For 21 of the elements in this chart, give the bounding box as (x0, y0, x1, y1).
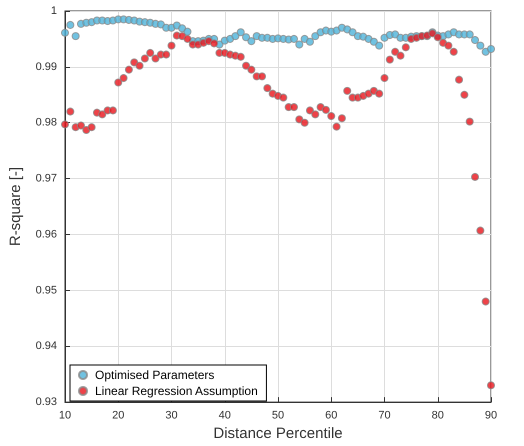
x-tick-label: 50 (272, 410, 284, 422)
x-tick-label: 80 (432, 410, 444, 422)
y-tick-label: 0.98 (36, 116, 57, 129)
y-tick-label: 0.93 (36, 396, 57, 408)
y-tick-label: 0.95 (36, 284, 57, 296)
y-tick-label: 0.94 (36, 340, 57, 352)
y-tick-label: 0.99 (36, 60, 57, 73)
y-tick-label: 0.96 (36, 228, 57, 240)
x-tick-label: 60 (325, 410, 338, 422)
x-tick-label: 70 (378, 410, 391, 422)
x-tick-label: 20 (112, 410, 124, 422)
x-axis-title: Distance Percentile (213, 425, 343, 442)
y-tick-label: 0.97 (36, 172, 57, 185)
legend-label: Optimised Parameters (95, 368, 214, 382)
y-axis-title: R-square [-] (7, 166, 24, 246)
x-tick-label: 10 (58, 410, 72, 422)
legend-label: Linear Regression Assumption (95, 384, 258, 398)
y-tick-label: 1 (50, 5, 57, 17)
x-tick-label: 40 (218, 410, 231, 422)
x-tick-label: 30 (165, 410, 178, 422)
x-tick-label: 90 (484, 410, 498, 422)
